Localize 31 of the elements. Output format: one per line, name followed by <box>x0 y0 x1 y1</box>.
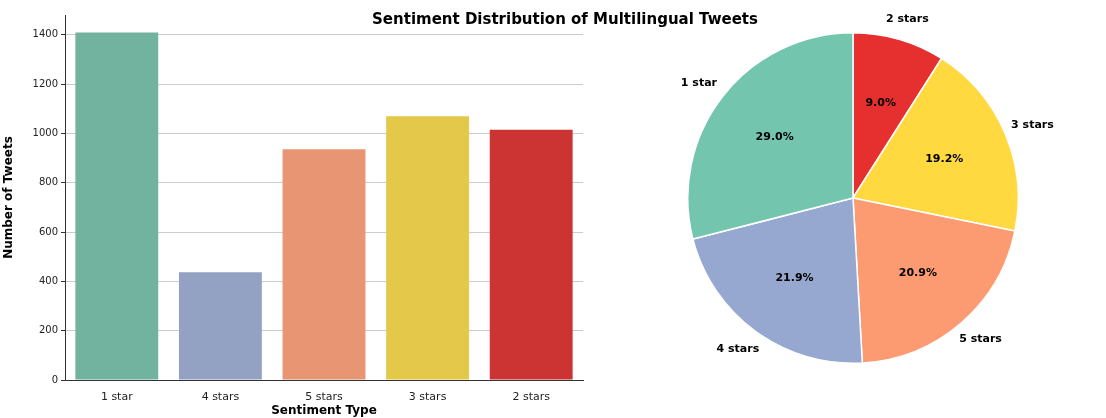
slice-label: 1 star <box>680 76 718 90</box>
slice-label: 4 stars <box>716 341 760 355</box>
y-tick-label: 400 <box>38 274 58 286</box>
x-tick-label: 4 stars <box>201 390 240 404</box>
data-label: 9.0% <box>865 95 896 109</box>
y-tick-label: 800 <box>38 176 58 188</box>
y-tick-label: 200 <box>38 324 58 336</box>
chart-title: Sentiment Distribution of Multilingual Tweets <box>372 10 758 28</box>
bar <box>178 272 262 380</box>
slice-label: 5 stars <box>959 332 1003 346</box>
x-tick-label: 1 star <box>100 390 134 404</box>
y-axis-title: Number of Tweets <box>1 136 16 259</box>
y-tick-label: 1400 <box>32 28 58 40</box>
x-tick-label: 2 stars <box>512 390 551 404</box>
slice-label: 3 stars <box>1011 117 1055 131</box>
bar <box>282 149 366 380</box>
bar <box>489 129 573 380</box>
data-label: 20.9% <box>898 265 937 279</box>
y-tick-label: 1000 <box>32 126 58 138</box>
y-tick-label: 1200 <box>32 77 58 89</box>
bar <box>386 116 470 380</box>
x-tick-label: 3 stars <box>408 390 447 404</box>
data-label: 21.9% <box>775 270 814 284</box>
bar <box>75 32 159 380</box>
y-tick-label: 0 <box>51 373 58 385</box>
x-axis-title: Sentiment Type <box>271 402 377 417</box>
x-tick-label: 5 stars <box>305 390 344 404</box>
slice-label: 2 stars <box>886 11 930 25</box>
y-tick-label: 600 <box>38 225 58 237</box>
data-label: 19.2% <box>925 152 964 166</box>
data-label: 29.0% <box>755 130 794 144</box>
